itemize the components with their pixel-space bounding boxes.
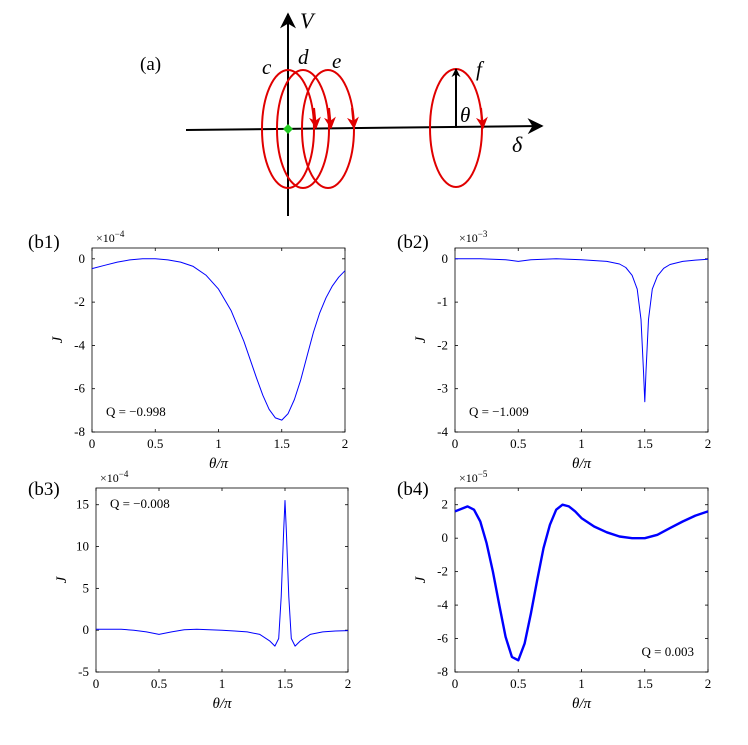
y-tick-label-b4: -8 (437, 664, 448, 679)
y-tick-label-b1: -4 (74, 337, 85, 352)
loop-label-d: d (298, 45, 309, 69)
loop-diagram: (a) V δ θ c d e f (140, 8, 544, 216)
x-tick-label-b2: 1 (578, 436, 585, 451)
x-tick-label-b4: 1.5 (637, 676, 653, 691)
x-tick-label-b3: 1.5 (277, 676, 293, 691)
panel-label-b4: (b4) (397, 479, 429, 500)
x-tick-label-b2: 0.5 (510, 436, 526, 451)
y-tick-label-b4: 0 (442, 530, 449, 545)
x-tick-label-b4: 0.5 (510, 676, 526, 691)
x-tick-label-b1: 0.5 (147, 436, 163, 451)
x-tick-label-b2: 2 (705, 436, 712, 451)
x-axis-label-b1: θ/π (209, 456, 229, 472)
axis-multiplier-b3: ×10−4 (100, 469, 129, 485)
y-axis-label-b4: J (413, 575, 429, 583)
x-tick-label-b4: 1 (578, 676, 585, 691)
chart-panel-b1: (b1) ×10−4 0 0.5 1 1.5 2 -8 -6 -4 -2 0 θ/π J Q = −0.99… (28, 229, 348, 472)
y-tick-label-b2: 0 (442, 251, 449, 266)
series-line-b4 (454, 503, 709, 662)
y-tick-label-b4: 2 (442, 497, 449, 512)
y-tick-label-b3: 15 (76, 497, 89, 512)
x-tick-label-b2: 1.5 (637, 436, 653, 451)
series-line-b3 (96, 500, 349, 647)
y-tick-label-b3: 0 (83, 622, 90, 637)
series-line-b1 (91, 258, 346, 421)
q-annotation-b4: Q = 0.003 (642, 644, 694, 659)
y-tick-label-b2: -1 (437, 294, 448, 309)
x-tick-label-b3: 0.5 (151, 676, 167, 691)
q-annotation-b1: Q = −0.998 (106, 404, 166, 419)
q-annotation-b2: Q = −1.009 (469, 404, 529, 419)
delta-axis (185, 118, 544, 135)
x-tick-label-b3: 2 (345, 676, 352, 691)
y-tick-label-b1: -6 (74, 381, 85, 396)
panel-label-b3: (b3) (28, 479, 60, 500)
y-tick-label-b2: -3 (437, 381, 448, 396)
axis-multiplier-b2: ×10−3 (459, 229, 488, 245)
y-tick-label-b4: -4 (437, 597, 448, 612)
loop-e-arrow (323, 107, 336, 130)
y-axis-label-b3: J (54, 575, 70, 583)
chart-panel-b4: (b4) ×10−5 0 0.5 1 1.5 2 -8 -6 -4 -2 0 2 θ/π J Q = 0.00… (397, 469, 711, 712)
x-tick-label-b4: 0 (452, 676, 459, 691)
panel-label-b2: (b2) (397, 232, 429, 253)
plot-frame-b3 (95, 487, 349, 673)
y-axis-label-b1: J (50, 335, 66, 343)
x-tick-label-b1: 0 (89, 436, 96, 451)
axis-multiplier-b1: ×10−4 (96, 229, 125, 245)
y-tick-label-b2: -2 (437, 337, 448, 352)
loop-f-arrow (475, 107, 488, 130)
theta-label: θ (460, 103, 470, 127)
y-tick-label-b3: -5 (78, 664, 89, 679)
loop-label-e: e (332, 49, 341, 73)
loop-e-arrow-2 (346, 107, 359, 130)
x-tick-label-b2: 0 (452, 436, 459, 451)
origin-marker (283, 124, 293, 134)
x-tick-label-b3: 0 (93, 676, 100, 691)
q-annotation-b3: Q = −0.008 (110, 496, 170, 511)
y-tick-label-b1: -8 (74, 424, 85, 439)
chart-panel-b2: (b2) ×10−3 0 0.5 1 1.5 2 -4 -3 -2 -1 0 θ/π J Q = −1.00… (397, 229, 711, 472)
loop-d-arrow (308, 107, 321, 130)
y-tick-label-b3: 5 (83, 580, 90, 595)
diagram-label: (a) (140, 54, 161, 75)
chart-panel-b3: (b3) ×10−4 0 0.5 1 1.5 2 -5 0 5 10 15 θ/π J Q = −0.008 (28, 469, 351, 712)
x-tick-label-b4: 2 (705, 676, 712, 691)
y-tick-label-b1: 0 (79, 251, 86, 266)
delta-axis-label: δ (512, 132, 523, 157)
x-axis-label-b4: θ/π (572, 696, 592, 712)
x-tick-label-b1: 2 (342, 436, 349, 451)
loop-label-c: c (262, 55, 272, 79)
chart-panels: (b1) ×10−4 0 0.5 1 1.5 2 -8 -6 -4 -2 0 θ/π J Q = −0.99… (28, 229, 711, 712)
x-axis-label-b2: θ/π (572, 456, 592, 472)
y-tick-label-b4: -2 (437, 564, 448, 579)
x-axis-label-b3: θ/π (212, 696, 232, 712)
x-tick-label-b3: 1 (219, 676, 226, 691)
y-tick-label-b1: -2 (74, 294, 85, 309)
series-line-b2 (455, 258, 709, 403)
y-tick-label-b2: -4 (437, 424, 448, 439)
panel-label-b1: (b1) (28, 232, 60, 253)
v-axis-label: V (300, 8, 316, 33)
x-tick-label-b1: 1.5 (274, 436, 290, 451)
axis-multiplier-b4: ×10−5 (459, 469, 488, 485)
y-axis-label-b2: J (413, 335, 429, 343)
loop-label-f: f (476, 57, 485, 81)
y-tick-label-b3: 10 (76, 539, 89, 554)
y-tick-label-b4: -6 (437, 631, 448, 646)
x-tick-label-b1: 1 (215, 436, 222, 451)
